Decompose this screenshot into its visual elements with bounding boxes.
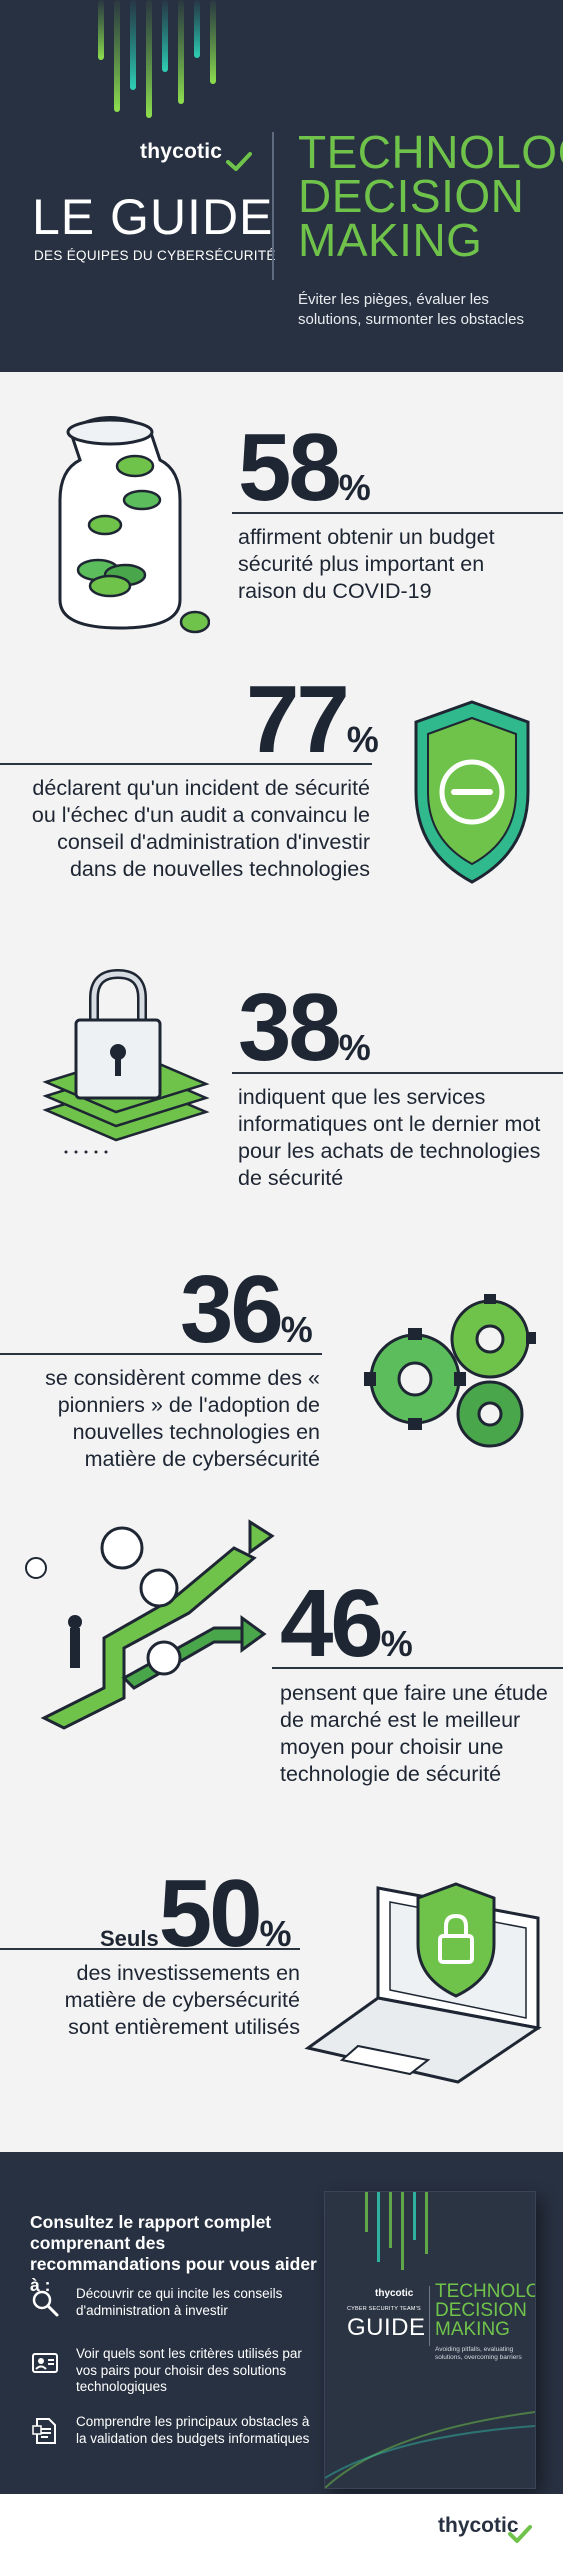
stat-38: 38% <box>238 974 371 1081</box>
stat-description: se considèrent comme des « pionniers » d… <box>45 1366 320 1471</box>
stat-description: déclarent qu'un incident de sécurité ou … <box>31 776 370 881</box>
stat-divider <box>0 1948 300 1950</box>
report-cta-section: Consultez le rapport complet comprenant … <box>0 2152 563 2494</box>
stat-77: 77% <box>246 666 379 773</box>
footer-brand-logo[interactable]: thycotic <box>438 2514 519 2537</box>
cover-brand: thycotic <box>375 2288 414 2299</box>
stat-divider <box>0 1353 322 1355</box>
cover-subtitle: CYBER SECURITY TEAM'S <box>347 2306 421 2312</box>
cover-divider <box>429 2286 430 2346</box>
header-tagline: Éviter les pièges, évaluer les solutions… <box>298 291 524 328</box>
cta-list-item: Voir quels sont les critères utilisés pa… <box>30 2346 320 2406</box>
path-arrows-icon <box>25 1519 275 1730</box>
stat-divider <box>232 512 563 514</box>
stat-description: indiquent que les services informatiques… <box>238 1085 541 1190</box>
brand-logo: thycotic <box>140 140 223 163</box>
stat-50: Seuls50% <box>100 1860 292 1967</box>
stat-46: 46% <box>280 1570 413 1677</box>
cover-title: GUIDE <box>347 2314 426 2341</box>
gears-icon <box>364 1294 536 1448</box>
stat-prefix: Seuls <box>100 1926 159 1951</box>
document-icon <box>32 2418 56 2444</box>
stat-description: affirment obtenir un budget sécurité plu… <box>238 525 495 603</box>
id-card-icon <box>32 2353 58 2373</box>
green-lines-decoration <box>365 2192 428 2270</box>
cover-report-title: TECHNOLOGY DECISION MAKING <box>435 2281 535 2340</box>
stat-divider <box>232 1072 563 1074</box>
footer: thycotic <box>0 2494 563 2560</box>
cover-decoration <box>325 2411 535 2488</box>
laptop-lock-icon <box>304 1882 542 2084</box>
stat-description: des investissements en matière de cybers… <box>64 1961 300 2039</box>
check-icon <box>508 2525 532 2543</box>
green-lines-decoration <box>98 0 216 118</box>
stat-58: 58% <box>238 414 371 521</box>
cta-list-item: Découvrir ce qui incite les conseils d'a… <box>30 2286 320 2346</box>
coin-jar-icon <box>58 416 210 634</box>
header-divider <box>272 132 274 280</box>
report-title: TECHNOLOGY DECISION MAKING <box>298 126 563 266</box>
padlock-money-icon <box>42 968 210 1154</box>
guide-title: LE GUIDE <box>32 189 274 245</box>
stat-divider <box>0 763 372 765</box>
shield-icon <box>414 700 530 884</box>
cta-list-item: Comprendre les principaux obstacles à la… <box>30 2414 320 2474</box>
magnifier-icon <box>32 2290 59 2317</box>
cover-tagline: Avoiding pitfalls, evaluating solutions,… <box>435 2346 522 2361</box>
stat-description: pensent que faire une étude de marché es… <box>280 1681 548 1786</box>
guide-subtitle: DES ÉQUIPES DU CYBERSÉCURITÉ <box>34 248 276 263</box>
report-cover[interactable]: thycotic CYBER SECURITY TEAM'S GUIDE TEC… <box>325 2192 535 2488</box>
check-icon <box>226 152 252 171</box>
stat-divider <box>272 1667 563 1669</box>
header-banner: thycotic LE GUIDE DES ÉQUIPES DU CYBERSÉ… <box>0 0 563 372</box>
cta-title: Consultez le rapport complet comprenant … <box>30 2212 317 2295</box>
stat-36: 36% <box>180 1256 313 1363</box>
